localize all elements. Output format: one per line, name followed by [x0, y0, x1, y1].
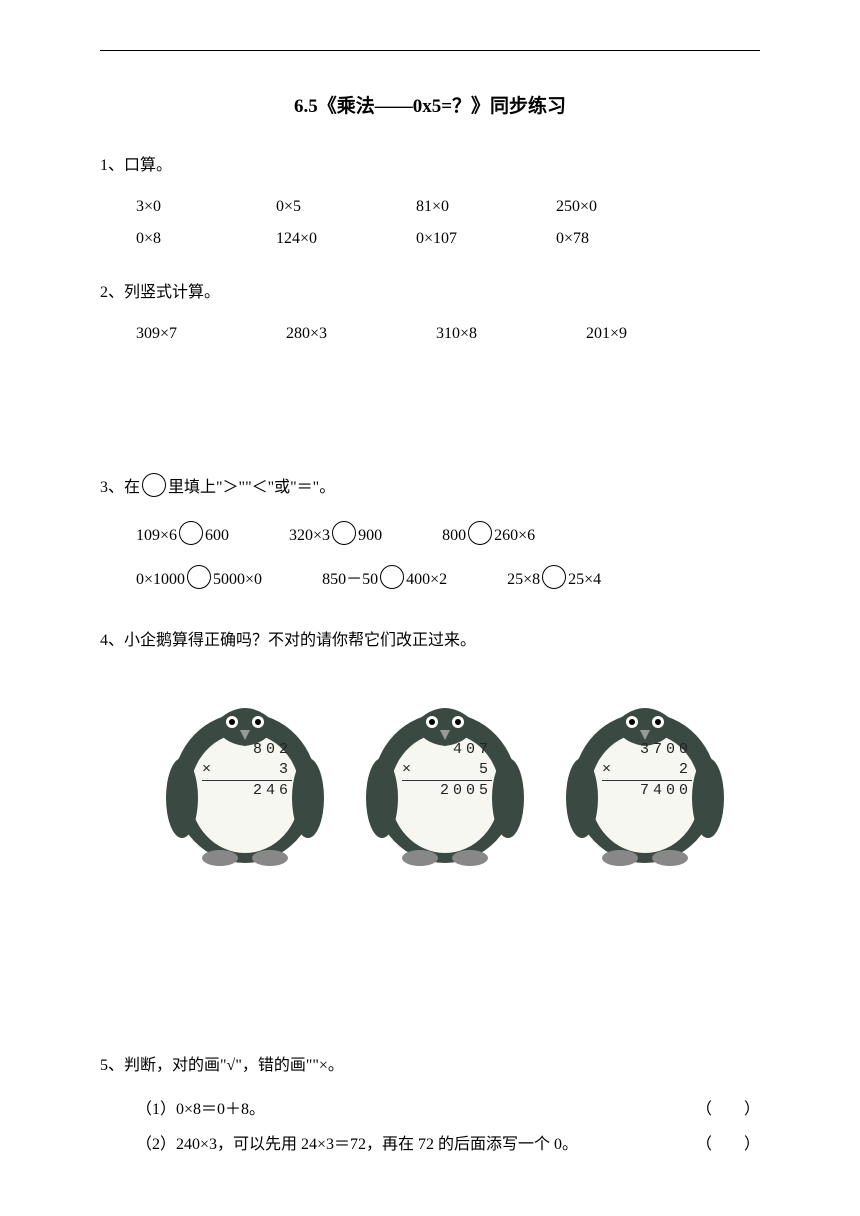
q1-r2-c1: 0×8 — [136, 223, 276, 255]
q5-item-1: （1）0×8＝0＋8。 （ ） — [136, 1092, 760, 1127]
q1-r1-c3: 81×0 — [416, 191, 556, 223]
q5-1-text: （1）0×8＝0＋8。 — [136, 1092, 265, 1127]
q2-label: 2、列竖式计算。 — [100, 275, 760, 310]
q5-2-text: （2）240×3，可以先用 24×3＝72，再在 72 的后面添写一个 0。 — [136, 1127, 578, 1162]
penguin-2-math: 407 ×5 2005 — [402, 740, 492, 801]
q3-item-2: 320×3900 — [289, 514, 382, 559]
q2-r1-c1: 309×7 — [136, 318, 286, 350]
q1-label: 1、口算。 — [100, 148, 760, 183]
q5-2-paren: （ ） — [696, 1127, 760, 1162]
q1-r1-c1: 3×0 — [136, 191, 276, 223]
q1-row1: 3×0 0×5 81×0 250×0 — [136, 191, 760, 223]
q1-r2-c3: 0×107 — [416, 223, 556, 255]
penguin-row: 802 ×3 246 407 ×5 2005 — [160, 678, 760, 868]
penguin-3: 3700 ×2 7400 — [560, 678, 730, 868]
q2-row1: 309×7 280×3 310×8 201×9 — [136, 318, 760, 350]
q1-r1-c4: 250×0 — [556, 191, 696, 223]
circle-icon — [332, 521, 356, 545]
q5-label: 5、判断，对的画"√"，错的画""×。 — [100, 1048, 760, 1083]
top-rule — [100, 50, 760, 51]
q3-label-pre: 3、在 — [100, 479, 140, 496]
q4-label: 4、小企鹅算得正确吗？不对的请你帮它们改正过来。 — [100, 623, 760, 658]
circle-icon — [542, 565, 566, 589]
penguin-1-math: 802 ×3 246 — [202, 740, 292, 801]
q5-item-2: （2）240×3，可以先用 24×3＝72，再在 72 的后面添写一个 0。 （… — [136, 1127, 760, 1162]
q2-r1-c4: 201×9 — [586, 318, 736, 350]
q3-row1: 109×6600 320×3900 800260×6 — [136, 514, 760, 559]
q2-r1-c2: 280×3 — [286, 318, 436, 350]
q2-r1-c3: 310×8 — [436, 318, 586, 350]
circle-icon — [380, 565, 404, 589]
penguin-3-math: 3700 ×2 7400 — [602, 740, 692, 801]
page-title: 6.5《乘法——0x5=？》同步练习 — [100, 91, 760, 118]
penguin-1: 802 ×3 246 — [160, 678, 330, 868]
circle-icon — [142, 473, 166, 497]
q1-r1-c2: 0×5 — [276, 191, 416, 223]
q5-1-paren: （ ） — [696, 1092, 760, 1127]
penguin-2: 407 ×5 2005 — [360, 678, 530, 868]
q3-item-4: 0×10005000×0 — [136, 558, 262, 603]
q3-label-post: 里填上"＞""＜"或"＝"。 — [168, 479, 335, 496]
q1-r2-c2: 124×0 — [276, 223, 416, 255]
q3-item-3: 800260×6 — [442, 514, 535, 559]
q3-item-5: 850－50400×2 — [322, 558, 447, 603]
q1-r2-c4: 0×78 — [556, 223, 696, 255]
worksheet-page: 6.5《乘法——0x5=？》同步练习 1、口算。 3×0 0×5 81×0 25… — [0, 0, 860, 1202]
q3-item-1: 109×6600 — [136, 514, 229, 559]
circle-icon — [468, 521, 492, 545]
circle-icon — [179, 521, 203, 545]
q1-row2: 0×8 124×0 0×107 0×78 — [136, 223, 760, 255]
circle-icon — [187, 565, 211, 589]
q3-label: 3、在 里填上"＞""＜"或"＝"。 — [100, 470, 760, 505]
q3-item-6: 25×825×4 — [507, 558, 601, 603]
q3-row2: 0×10005000×0 850－50400×2 25×825×4 — [136, 558, 760, 603]
